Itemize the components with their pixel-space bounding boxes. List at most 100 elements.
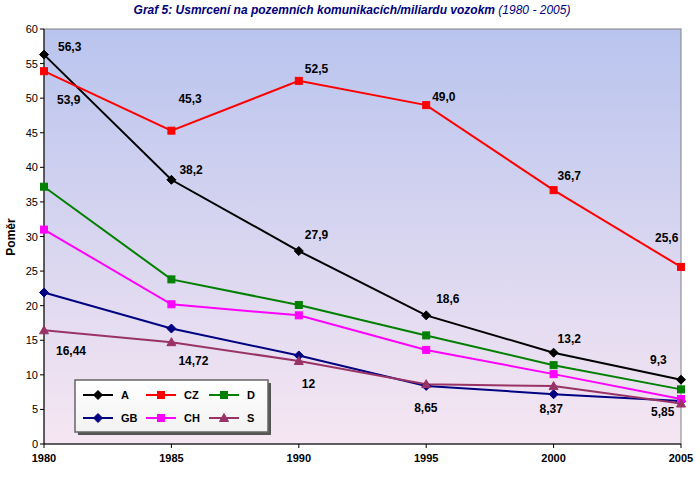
legend-marker <box>221 392 228 399</box>
subtitle: (1980 - 2005) <box>495 3 570 17</box>
data-label: 16,44 <box>56 344 86 358</box>
x-tick <box>298 444 299 448</box>
legend-marker <box>94 414 103 423</box>
series-marker <box>40 50 49 59</box>
series-marker <box>295 312 302 319</box>
series-marker <box>423 102 430 109</box>
y-tick <box>40 236 44 237</box>
series-marker <box>677 399 686 407</box>
series-line <box>44 187 681 390</box>
data-label: 45,3 <box>178 92 202 106</box>
data-label: 56,3 <box>58 40 82 54</box>
series-marker <box>422 380 431 388</box>
series-marker <box>677 375 686 384</box>
y-tick-label: 25 <box>26 265 38 277</box>
series-marker <box>41 68 48 75</box>
legend-marker <box>94 391 103 400</box>
series-marker <box>294 357 303 365</box>
series-marker <box>294 247 303 256</box>
series-line <box>44 55 681 380</box>
y-axis-label: Poměr <box>4 218 18 256</box>
series-marker <box>40 326 49 334</box>
series-line <box>44 230 681 399</box>
y-tick <box>40 201 44 202</box>
data-label: 9,3 <box>650 353 667 367</box>
series-marker <box>678 263 685 270</box>
series-marker <box>550 362 557 369</box>
y-tick-label: 35 <box>26 196 38 208</box>
data-label: 8,37 <box>540 402 564 416</box>
y-tick-label: 60 <box>26 23 38 35</box>
y-tick <box>40 340 44 341</box>
series-marker <box>168 301 175 308</box>
data-label: 14,72 <box>178 354 208 368</box>
title: Graf 5: Usmrcení na pozemních komunikací… <box>134 3 571 17</box>
x-tick-label: 1995 <box>414 452 438 464</box>
series-marker <box>167 324 176 333</box>
legend-label: A <box>121 389 129 401</box>
x-tick <box>426 444 427 448</box>
series-marker <box>549 390 558 399</box>
legend-box <box>75 380 268 432</box>
y-tick <box>40 271 44 272</box>
data-label: 53,9 <box>57 93 81 107</box>
y-tick-label: 45 <box>26 127 38 139</box>
x-tick-label: 1990 <box>287 452 311 464</box>
series-marker <box>678 386 685 393</box>
y-tick <box>40 132 44 133</box>
series-marker <box>423 346 430 353</box>
data-label: 49,0 <box>432 90 456 104</box>
y-tick-label: 10 <box>26 369 38 381</box>
legend-label: D <box>247 389 255 401</box>
legend-label: CH <box>184 412 200 424</box>
series-marker <box>549 382 558 390</box>
data-label: 13,2 <box>558 332 582 346</box>
data-label: 25,6 <box>655 231 679 245</box>
legend-marker <box>158 392 165 399</box>
data-labels: 56,338,227,918,613,29,353,945,352,549,03… <box>56 40 679 419</box>
x-tick-label: 2005 <box>669 452 693 464</box>
data-label: 12 <box>302 377 316 391</box>
series-marker <box>549 348 558 357</box>
y-tick-label: 30 <box>26 231 38 243</box>
y-tick <box>40 409 44 410</box>
x-tick <box>171 444 172 448</box>
legend-label: CZ <box>184 389 199 401</box>
y-tick <box>40 29 44 30</box>
y-tick-label: 0 <box>32 438 38 450</box>
data-label: 27,9 <box>305 228 329 242</box>
y-tick <box>40 444 44 445</box>
x-tick-label: 1985 <box>159 452 183 464</box>
legend-label: S <box>247 412 254 424</box>
series-marker <box>550 371 557 378</box>
legend-label: GB <box>121 412 138 424</box>
legend-marker <box>220 414 229 422</box>
data-label: 52,5 <box>305 62 329 76</box>
series-line <box>44 71 681 267</box>
x-tick-label: 1980 <box>32 452 56 464</box>
y-tick-label: 55 <box>26 58 38 70</box>
data-label: 38,2 <box>179 163 203 177</box>
x-tick <box>681 444 682 448</box>
x-tick-label: 2000 <box>541 452 565 464</box>
series-marker <box>295 301 302 308</box>
series-marker <box>167 338 176 346</box>
series-marker <box>422 311 431 320</box>
plot-marks <box>40 50 686 407</box>
y-tick-label: 50 <box>26 92 38 104</box>
x-tick <box>553 444 554 448</box>
y-tick-label: 15 <box>26 334 38 346</box>
series-marker <box>550 187 557 194</box>
y-tick-label: 40 <box>26 161 38 173</box>
y-tick <box>40 305 44 306</box>
data-label: 36,7 <box>558 169 582 183</box>
y-tick <box>40 374 44 375</box>
series-marker <box>168 127 175 134</box>
series-marker <box>295 77 302 84</box>
y-tick <box>40 63 44 64</box>
legend-marker <box>158 415 165 422</box>
series-marker <box>41 183 48 190</box>
series-marker <box>41 226 48 233</box>
x-axis <box>44 444 681 445</box>
series-marker <box>423 332 430 339</box>
